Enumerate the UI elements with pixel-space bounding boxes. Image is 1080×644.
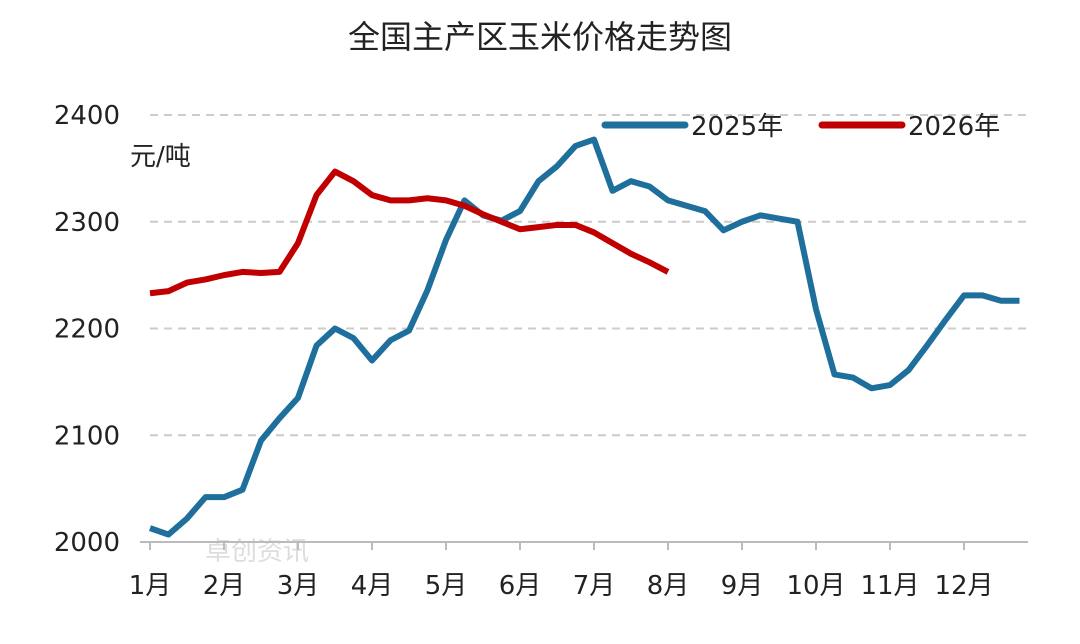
x-tick-label: 5月 bbox=[425, 571, 468, 601]
x-tick-label: 8月 bbox=[647, 571, 690, 601]
x-tick-label: 7月 bbox=[573, 571, 616, 601]
y-tick-label: 2000 bbox=[54, 528, 120, 558]
y-tick-label: 2100 bbox=[54, 421, 120, 451]
x-tick-label: 9月 bbox=[721, 571, 764, 601]
y-axis-label: 元/吨 bbox=[130, 142, 191, 172]
x-tick-label: 2月 bbox=[203, 571, 246, 601]
x-tick-label: 11月 bbox=[860, 571, 919, 601]
legend-label: 2026年 bbox=[908, 112, 1000, 142]
y-tick-label: 2200 bbox=[54, 315, 120, 345]
x-tick-label: 10月 bbox=[786, 571, 845, 601]
x-tick-label: 3月 bbox=[277, 571, 320, 601]
x-tick-label: 4月 bbox=[351, 571, 394, 601]
x-tick-label: 1月 bbox=[129, 571, 172, 601]
x-tick-label: 12月 bbox=[934, 571, 993, 601]
x-tick-label: 6月 bbox=[499, 571, 542, 601]
chart-title: 全国主产区玉米价格走势图 bbox=[348, 18, 732, 56]
series-line bbox=[149, 168, 670, 297]
series-line bbox=[149, 136, 1020, 538]
legend-label: 2025年 bbox=[691, 112, 783, 142]
y-tick-label: 2300 bbox=[54, 208, 120, 238]
y-tick-label: 2400 bbox=[54, 101, 120, 131]
